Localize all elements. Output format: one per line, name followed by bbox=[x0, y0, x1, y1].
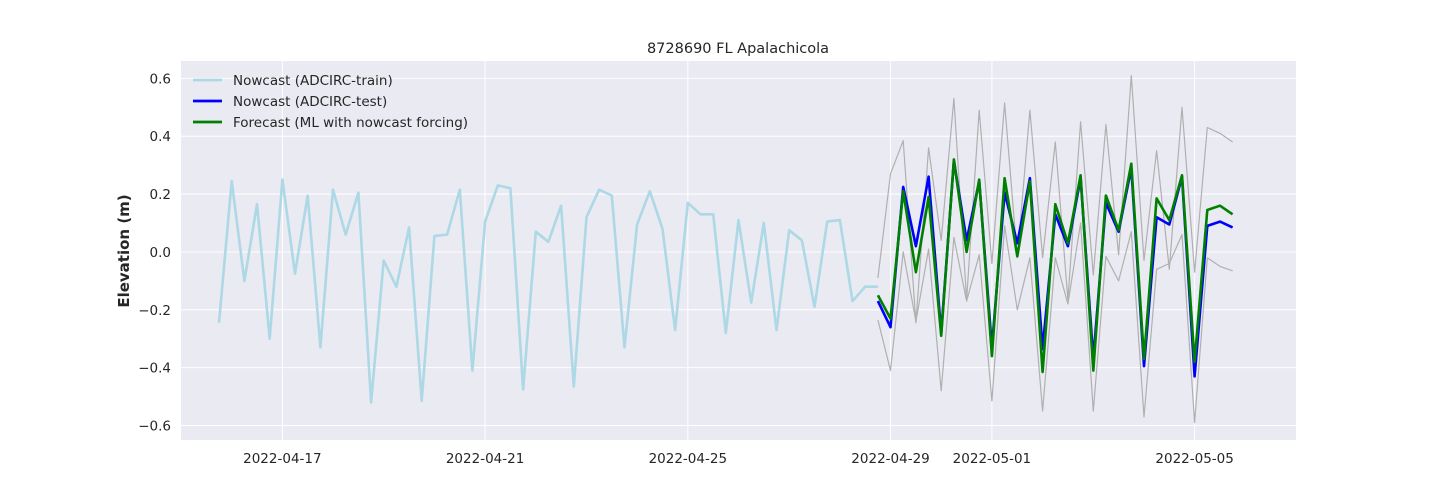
x-tick-label: 2022-04-17 bbox=[243, 451, 321, 467]
y-axis-label: Elevation (m) bbox=[115, 194, 133, 307]
grid-lines bbox=[181, 61, 1296, 440]
plot-area bbox=[181, 61, 1296, 440]
chart-title: 8728690 FL Apalachicola bbox=[647, 41, 829, 57]
y-tick-label: 0.0 bbox=[150, 245, 171, 261]
x-tick-label: 2022-04-29 bbox=[851, 451, 929, 467]
y-tick-label: 0.6 bbox=[150, 71, 171, 87]
legend-label-train: Nowcast (ADCIRC-train) bbox=[233, 73, 393, 89]
series-line-upper-bound bbox=[877, 74, 1233, 324]
series-layer bbox=[217, 74, 1234, 424]
x-tick-label: 2022-05-01 bbox=[953, 451, 1031, 467]
series-line-forecast bbox=[876, 158, 1234, 374]
y-tick-label: −0.2 bbox=[138, 303, 171, 319]
legend: Nowcast (ADCIRC-train) Nowcast (ADCIRC-t… bbox=[193, 73, 468, 131]
y-tick-labels: −0.6 −0.4 −0.2 0.0 0.2 0.4 0.6 bbox=[138, 71, 171, 434]
series-line-lower-bound bbox=[877, 222, 1233, 424]
series-line-train bbox=[217, 178, 878, 404]
y-tick-label: −0.4 bbox=[138, 361, 171, 377]
y-tick-label: 0.4 bbox=[150, 129, 171, 145]
x-tick-label: 2022-05-05 bbox=[1155, 451, 1233, 467]
x-tick-label: 2022-04-21 bbox=[446, 451, 524, 467]
x-tick-labels: 2022-04-17 2022-04-21 2022-04-25 2022-04-29… bbox=[243, 451, 1234, 467]
legend-label-test: Nowcast (ADCIRC-test) bbox=[233, 94, 387, 110]
y-tick-label: −0.6 bbox=[138, 419, 171, 435]
legend-label-forecast: Forecast (ML with nowcast forcing) bbox=[233, 115, 468, 131]
y-tick-label: 0.2 bbox=[150, 187, 171, 203]
x-tick-label: 2022-04-25 bbox=[649, 451, 727, 467]
